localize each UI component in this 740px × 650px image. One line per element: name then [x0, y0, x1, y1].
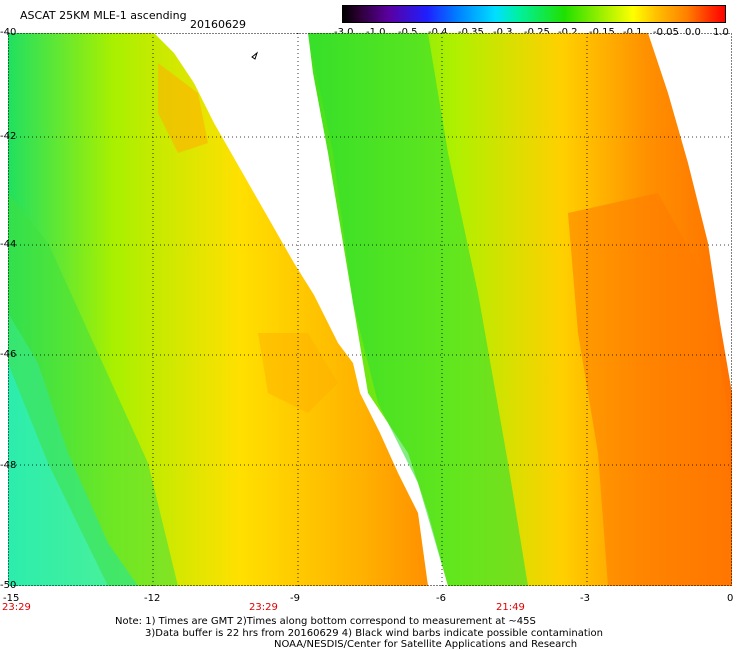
lon-label: -9: [290, 593, 300, 604]
colorbar-tick: 1.0: [713, 27, 729, 38]
colorbar-tick: -0.3: [493, 27, 513, 38]
footnote-line: Note: 1) Times are GMT 2)Times along bot…: [115, 616, 536, 627]
map-title: ASCAT 25KM MLE-1 ascending: [20, 9, 187, 22]
colorbar-tick: 0.0: [685, 27, 701, 38]
colorbar-tick: -0.05: [653, 27, 679, 38]
colorbar-tick: -0.15: [589, 27, 615, 38]
map-date: 20160629: [190, 18, 246, 31]
lat-label: -48: [0, 460, 17, 471]
lat-label: -50: [0, 580, 17, 591]
colorbar-tick: -3.0: [334, 27, 354, 38]
pass-time: 23:29: [249, 602, 278, 613]
lat-label: -40: [0, 27, 17, 38]
wind-barb-icon: [251, 51, 259, 60]
pass-time: 21:49: [496, 602, 525, 613]
colorbar-tick: -0.2: [558, 27, 578, 38]
colorbar-tick: -0.5: [398, 27, 418, 38]
colorbar-tick: -0.1: [623, 27, 643, 38]
swath-left-green-band: [8, 193, 178, 586]
footnote-line: 3)Data buffer is 22 hrs from 20160629 4)…: [145, 628, 603, 639]
lon-label: -3: [580, 593, 590, 604]
lon-label: -6: [436, 593, 446, 604]
lat-label: -46: [0, 349, 17, 360]
swath-right-warm-region: [568, 193, 732, 586]
lat-label: -44: [0, 239, 17, 250]
lon-label: 0: [727, 593, 734, 604]
colorbar-tick: -0.35: [458, 27, 484, 38]
colorbar: [342, 5, 726, 23]
swath-right-green-band: [308, 33, 528, 586]
swath-left-warm-blob: [158, 63, 208, 153]
footnote-credit: NOAA/NESDIS/Center for Satellite Applica…: [274, 639, 578, 650]
lat-label: -42: [0, 131, 17, 142]
colorbar-tick: -0.4: [428, 27, 448, 38]
colorbar-tick: -1.0: [366, 27, 386, 38]
map-grid: [8, 33, 732, 586]
lon-label: -12: [144, 593, 161, 604]
wind-speed-map: [8, 33, 732, 586]
colorbar-tick: -0.25: [524, 27, 550, 38]
pass-time: 23:29: [2, 602, 31, 613]
lon-label: -15: [3, 593, 20, 604]
